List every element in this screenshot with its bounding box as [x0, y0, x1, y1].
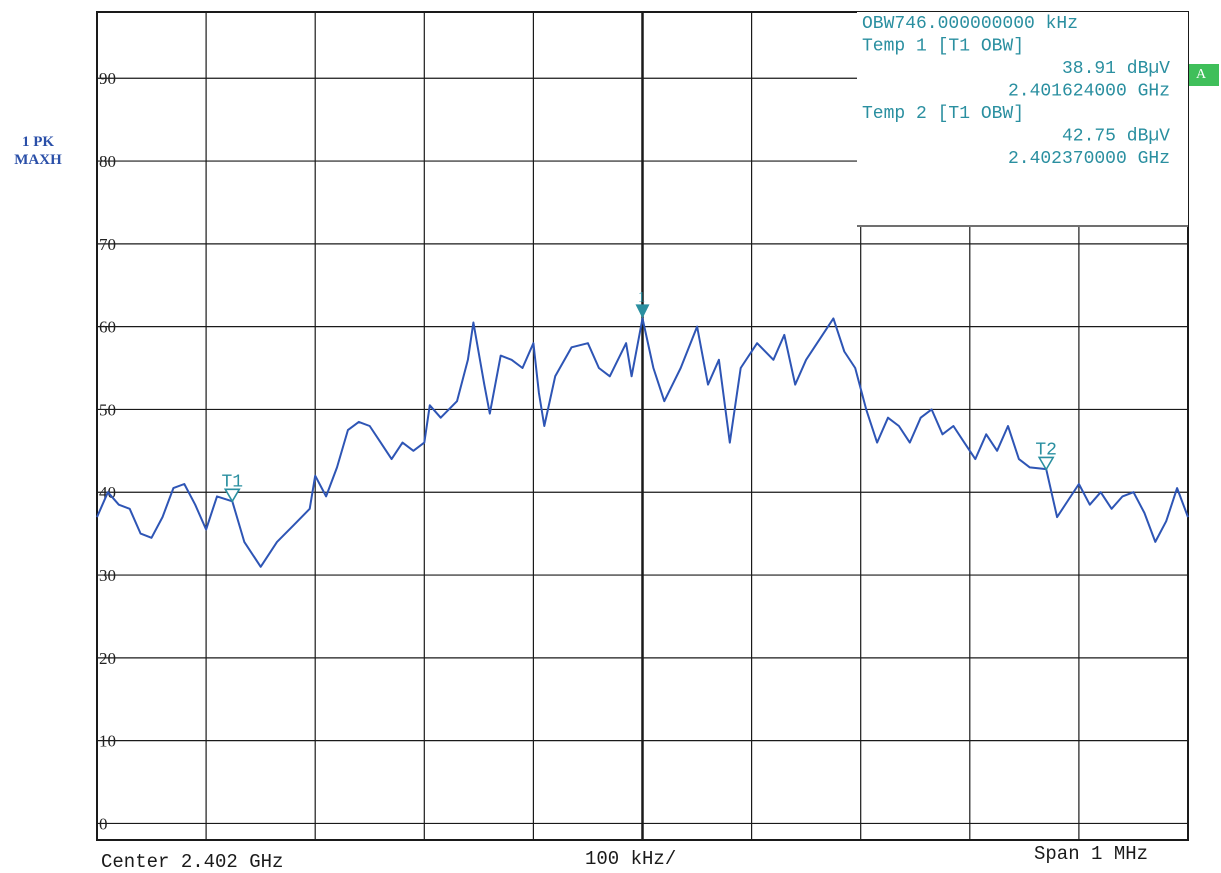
readout-line: 2.402370000 GHz	[1008, 149, 1170, 169]
span-label: Span 1 MHz	[1034, 843, 1149, 865]
readout-line: 42.75 dBµV	[1062, 127, 1170, 147]
marker-1-triangle	[635, 304, 650, 319]
trace-line	[96, 317, 1189, 568]
y-tick-label: 70	[99, 235, 116, 254]
center-frequency-label: Center 2.402 GHz	[101, 851, 284, 873]
trace-mode-label: 1 PK MAXH	[8, 133, 68, 169]
marker-layer: T1 T2 1	[221, 289, 1057, 503]
y-tick-label: 80	[99, 152, 116, 171]
readout-panel: OBW746.000000000 kHz Temp 1 [T1 OBW] 38.91…	[857, 12, 1188, 227]
readout-line: OBW746.000000000 kHz	[862, 14, 1078, 34]
marker-1-label: 1	[638, 289, 646, 305]
readout-line: 38.91 dBµV	[1062, 59, 1170, 79]
marker-t2-triangle	[1037, 456, 1055, 472]
trace-label-line1: 1 PK	[21, 134, 55, 150]
readout-line: Temp 1 [T1 OBW]	[862, 37, 1024, 57]
y-tick-label: 10	[99, 732, 116, 751]
y-tick-label: 50	[99, 400, 116, 419]
readout-line: Temp 2 [T1 OBW]	[862, 104, 1024, 124]
a-badge: A	[1183, 64, 1219, 86]
trace-label-line2: MAXH	[14, 152, 62, 168]
readout-line: 2.401624000 GHz	[1008, 82, 1170, 102]
y-tick-label: 20	[99, 649, 116, 668]
marker-t2-label: T2	[1035, 440, 1057, 460]
marker-t1-label: T1	[221, 472, 243, 492]
readout-background	[857, 12, 1188, 227]
marker-t1-triangle	[223, 488, 241, 503]
y-tick-label: 0	[99, 814, 108, 833]
y-tick-label: 90	[99, 69, 116, 88]
y-tick-label: 30	[99, 566, 116, 585]
div-label: 100 kHz/	[585, 848, 677, 870]
y-tick-label: 60	[99, 318, 116, 337]
trace-layer	[96, 317, 1189, 568]
